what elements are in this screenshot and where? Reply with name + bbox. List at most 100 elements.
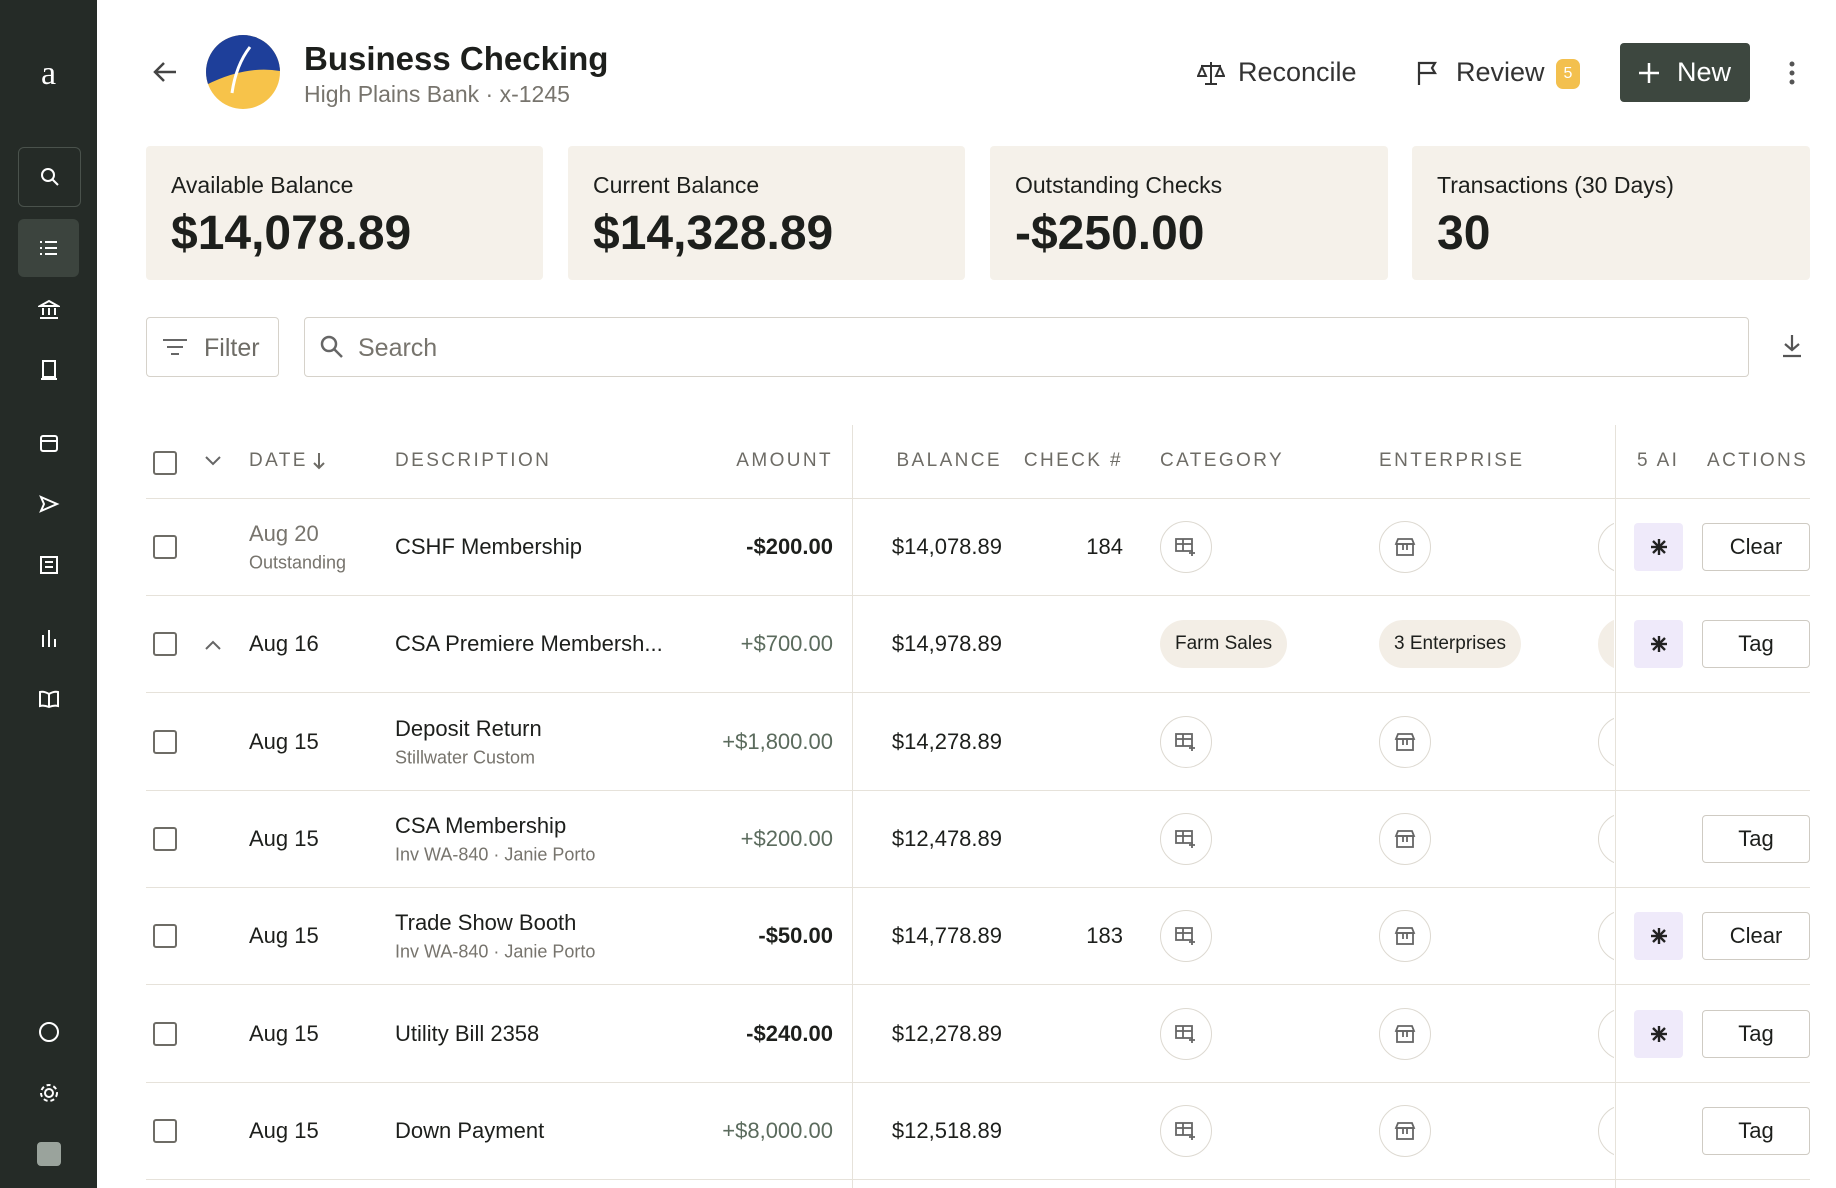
row-date: Aug 16 xyxy=(249,631,319,657)
action-button[interactable]: Tag xyxy=(1702,1106,1810,1155)
add-enterprise[interactable] xyxy=(1379,1104,1431,1157)
card-value: 30 xyxy=(1437,207,1491,260)
ai-suggestion[interactable] xyxy=(1634,1009,1683,1058)
action-button[interactable]: Tag xyxy=(1702,1009,1810,1058)
location-button[interactable] xyxy=(1598,910,1614,963)
row-date: Aug 15 xyxy=(249,923,319,949)
location-button[interactable] xyxy=(1598,521,1614,573)
add-category[interactable] xyxy=(1160,1007,1212,1060)
action-button[interactable]: Tag xyxy=(1702,620,1810,669)
search-placeholder: Search xyxy=(358,334,438,362)
more-menu[interactable] xyxy=(1787,60,1797,86)
ai-suggestion[interactable] xyxy=(1634,523,1683,571)
location-button[interactable] xyxy=(1598,1007,1614,1060)
wallet-nav[interactable] xyxy=(18,414,79,472)
review-icon xyxy=(1417,61,1437,85)
add-enterprise[interactable] xyxy=(1379,521,1431,573)
charts-nav[interactable] xyxy=(18,609,79,667)
add-enterprise[interactable] xyxy=(1379,1007,1431,1060)
row-checkbox[interactable] xyxy=(153,632,177,657)
row-check: 183 xyxy=(1086,923,1123,949)
location-button[interactable] xyxy=(1598,812,1614,865)
row-divider xyxy=(146,886,1810,888)
enterprise-tag[interactable]: 3 Enterprises xyxy=(1379,620,1521,669)
transactions-nav[interactable] xyxy=(18,219,79,277)
reconcile-button[interactable]: Reconcile xyxy=(1238,57,1357,87)
row-balance: $14,978.89 xyxy=(891,631,1002,657)
bank-nav[interactable] xyxy=(18,280,79,338)
search-nav[interactable] xyxy=(18,147,81,207)
column-header[interactable]: AMOUNT xyxy=(736,450,833,471)
action-button[interactable]: Tag xyxy=(1702,814,1810,863)
search-input[interactable]: Search xyxy=(304,317,1749,377)
add-enterprise[interactable] xyxy=(1379,715,1431,768)
action-button[interactable]: Clear xyxy=(1702,523,1810,571)
row-balance: $14,078.89 xyxy=(891,534,1002,559)
add-category[interactable] xyxy=(1160,910,1212,963)
row-checkbox[interactable] xyxy=(153,1118,177,1143)
card-value: -$250.00 xyxy=(1015,207,1205,260)
reconcile-icon xyxy=(1197,62,1225,85)
row-date: Aug 20 xyxy=(249,521,319,546)
column-header[interactable]: BALANCE xyxy=(896,450,1002,471)
collapse-all[interactable] xyxy=(204,455,222,467)
row-checkbox[interactable] xyxy=(153,729,177,754)
add-category[interactable] xyxy=(1160,1104,1212,1157)
new-button[interactable]: New xyxy=(1620,43,1750,102)
ai-suggestion[interactable] xyxy=(1634,620,1683,669)
add-category[interactable] xyxy=(1160,521,1212,573)
review-button[interactable]: Review xyxy=(1456,57,1545,87)
row-balance: $14,278.89 xyxy=(891,728,1002,754)
filter-label: Filter xyxy=(204,334,260,362)
card-value: $14,328.89 xyxy=(593,207,834,260)
column-header[interactable]: DESCRIPTION xyxy=(395,450,552,471)
row-description: Utility Bill 2358 xyxy=(395,1020,540,1046)
column-header[interactable]: ACTIONS xyxy=(1707,450,1809,471)
location-button[interactable] xyxy=(1598,715,1614,768)
docs-nav[interactable] xyxy=(18,670,79,728)
settings-nav[interactable] xyxy=(18,1064,79,1122)
column-header[interactable]: DATE xyxy=(249,450,308,471)
row-divider xyxy=(146,1081,1810,1083)
profile-nav[interactable] xyxy=(18,1125,79,1183)
reports-nav[interactable] xyxy=(18,536,79,594)
send-nav[interactable] xyxy=(18,475,79,533)
row-description: CSA Premiere Membersh... xyxy=(395,631,663,657)
column-header[interactable]: 5 AI xyxy=(1637,450,1680,471)
column-header[interactable]: CHECK # xyxy=(1023,450,1123,471)
expand-toggle[interactable] xyxy=(204,638,222,656)
add-enterprise[interactable] xyxy=(1379,910,1431,963)
row-description-sub: Inv WA-840 · Janie Porto xyxy=(395,844,596,865)
row-amount: +$700.00 xyxy=(740,631,833,657)
bank-logo xyxy=(206,35,280,109)
location-button[interactable] xyxy=(1598,1104,1614,1157)
row-checkbox[interactable] xyxy=(153,924,177,949)
row-date: Aug 15 xyxy=(249,728,319,754)
location-button[interactable] xyxy=(1598,618,1614,671)
select-all-checkbox[interactable] xyxy=(153,451,177,475)
invoices-nav[interactable] xyxy=(18,341,79,399)
add-category[interactable] xyxy=(1160,715,1212,768)
add-enterprise[interactable] xyxy=(1379,812,1431,865)
row-checkbox[interactable] xyxy=(153,1021,177,1046)
row-status: Outstanding xyxy=(249,552,347,573)
row-checkbox[interactable] xyxy=(153,826,177,851)
action-button[interactable]: Clear xyxy=(1702,912,1810,961)
row-date: Aug 15 xyxy=(249,1020,319,1046)
row-checkbox[interactable] xyxy=(153,535,177,559)
sort-icon xyxy=(313,453,325,470)
add-category[interactable] xyxy=(1160,812,1212,865)
ai-suggestion[interactable] xyxy=(1634,912,1683,961)
column-header[interactable]: ENTERPRISE xyxy=(1379,450,1525,471)
column-header[interactable]: CATEGORY xyxy=(1160,450,1285,471)
logo[interactable]: a xyxy=(40,55,57,92)
filter-button[interactable]: Filter xyxy=(146,317,279,377)
download-button[interactable] xyxy=(1781,333,1803,359)
new-label: New xyxy=(1677,57,1732,87)
help-nav[interactable] xyxy=(18,1003,79,1061)
category-tag[interactable]: Farm Sales xyxy=(1160,620,1288,669)
column-divider xyxy=(1615,425,1616,1188)
row-amount: -$200.00 xyxy=(746,534,833,559)
back-button[interactable] xyxy=(152,60,178,84)
